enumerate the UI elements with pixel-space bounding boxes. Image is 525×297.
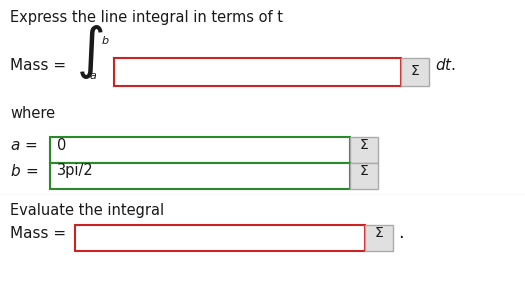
Text: $b$: $b$ [101, 34, 110, 46]
Text: Σ: Σ [360, 164, 369, 178]
FancyBboxPatch shape [350, 163, 378, 189]
Text: Mass =: Mass = [10, 58, 66, 72]
Text: Mass =: Mass = [10, 225, 66, 241]
Text: $a\,=$: $a\,=$ [10, 138, 38, 152]
Text: Σ: Σ [360, 138, 369, 152]
FancyBboxPatch shape [50, 163, 350, 189]
FancyBboxPatch shape [350, 137, 378, 163]
Text: Σ: Σ [375, 226, 383, 240]
Text: 0: 0 [57, 138, 66, 152]
Text: where: where [10, 105, 55, 121]
Text: 3pi/2: 3pi/2 [57, 164, 94, 178]
FancyBboxPatch shape [75, 225, 365, 251]
Text: .: . [398, 224, 404, 242]
Text: $a$: $a$ [89, 71, 97, 81]
FancyBboxPatch shape [365, 225, 393, 251]
Text: Express the line integral in terms of t: Express the line integral in terms of t [10, 10, 283, 25]
FancyBboxPatch shape [114, 58, 401, 86]
Text: Σ: Σ [411, 64, 419, 78]
Text: $b\,=$: $b\,=$ [10, 163, 38, 179]
FancyBboxPatch shape [50, 137, 350, 163]
FancyBboxPatch shape [401, 58, 429, 86]
Text: $dt.$: $dt.$ [435, 57, 456, 73]
Text: $\int$: $\int$ [76, 23, 103, 81]
Text: Evaluate the integral: Evaluate the integral [10, 203, 164, 218]
